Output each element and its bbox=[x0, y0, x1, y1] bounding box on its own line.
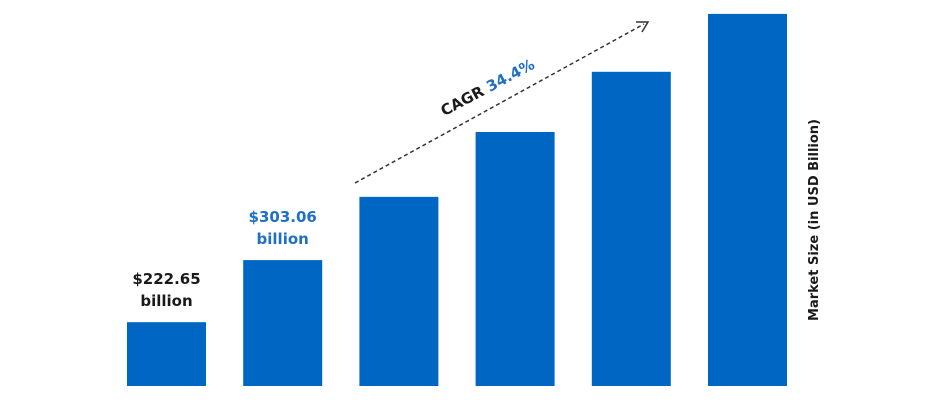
value-label: $303.06 billion bbox=[248, 208, 317, 249]
y-axis-label: Market Size (in USD Billion) bbox=[807, 119, 822, 321]
bar bbox=[475, 132, 555, 386]
bar bbox=[708, 13, 787, 387]
bar bbox=[243, 260, 323, 386]
cagr-arrow bbox=[354, 23, 645, 184]
cagr-arrow-head bbox=[636, 21, 650, 33]
bar bbox=[591, 71, 671, 387]
value-label: $222.65 billion bbox=[132, 270, 201, 311]
bar bbox=[127, 322, 206, 386]
cagr-label: CAGR 34.4% bbox=[438, 55, 538, 120]
bar bbox=[359, 196, 439, 386]
